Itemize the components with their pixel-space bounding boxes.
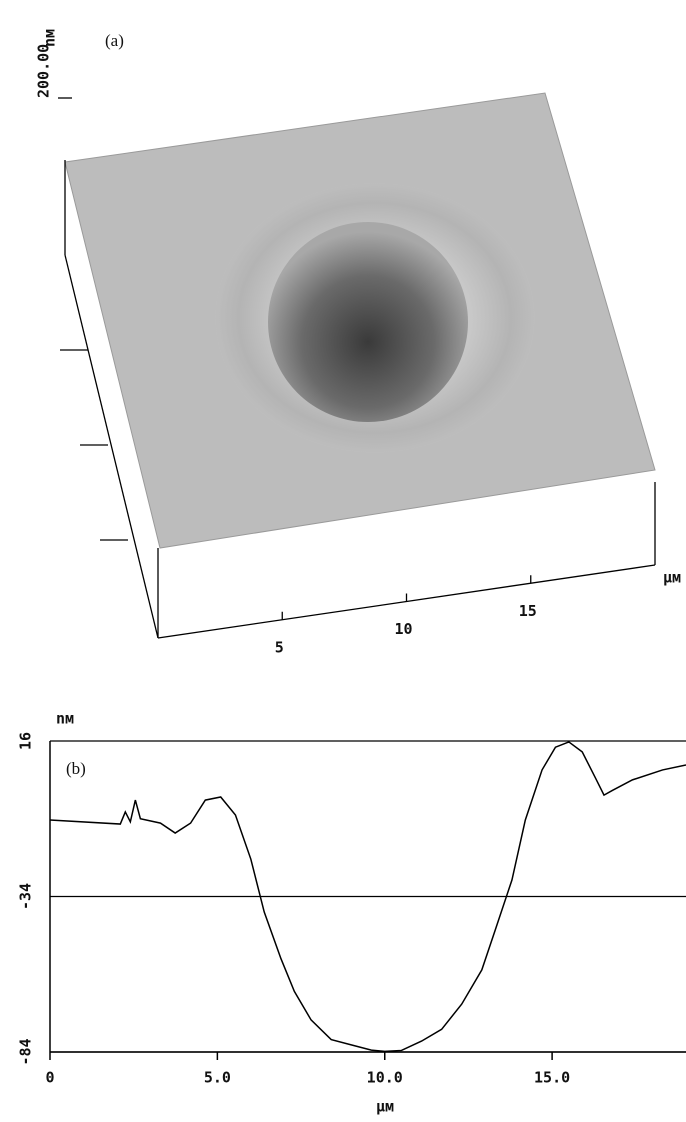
x-tick-label: 10.0 [367,1069,403,1087]
y-tick-label: 16 [17,732,35,750]
profile-line [49,741,686,1053]
y-tick-label: -34 [17,883,35,910]
x-unit: μм [376,1098,394,1116]
y-tick-label: -84 [17,1038,35,1065]
y-unit: nм [56,710,74,728]
x-tick-label: 0 [45,1069,54,1087]
x-tick-label: 15 [519,602,537,620]
x-tick-label: 10 [394,620,412,638]
x-tick-label: 15.0 [534,1069,570,1087]
z-unit: nм [41,29,59,47]
panel-label: (a) [105,31,124,50]
crater-pit [268,222,468,422]
x-tick-label: 5 [275,638,284,656]
x-unit: μм [663,569,681,587]
panel-label: (b) [66,759,86,778]
x-tick-label: 5.0 [204,1069,231,1087]
z-tick-label: 200.00 [35,44,53,98]
